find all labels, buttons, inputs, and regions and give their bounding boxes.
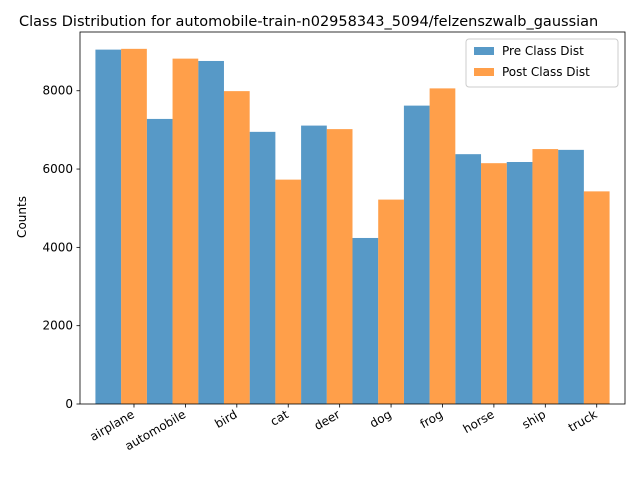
bar-pre-automobile	[146, 118, 173, 404]
bar-pre-deer	[301, 125, 327, 404]
bar-pre-bird	[198, 60, 224, 405]
x-tick-label-bird: bird	[212, 407, 239, 431]
legend-label: Post Class Dist	[502, 65, 590, 79]
bar-post-airplane	[121, 48, 147, 405]
plot-area	[79, 31, 626, 405]
x-tick-label-deer: deer	[312, 407, 343, 433]
bar-post-deer	[326, 129, 353, 404]
bar-post-horse	[481, 163, 507, 404]
bar-pre-frog	[403, 105, 430, 404]
x-tick-label-cat: cat	[268, 407, 291, 429]
y-tick-label: 0	[65, 397, 73, 411]
bar-pre-truck	[558, 149, 584, 404]
y-axis-label: Counts	[15, 196, 29, 238]
y-tick-label: 6000	[42, 162, 73, 176]
bar-post-truck	[583, 191, 610, 404]
x-tick-label-dog: dog	[367, 407, 394, 430]
x-tick-label-ship: ship	[520, 407, 548, 432]
legend-box	[465, 38, 619, 88]
y-tick-label: 4000	[42, 240, 73, 254]
bar-pre-horse	[455, 154, 482, 404]
x-tick-label-truck: truck	[566, 407, 600, 435]
bar-post-ship	[532, 149, 559, 404]
bar-post-frog	[429, 88, 456, 405]
bar-pre-ship	[506, 162, 533, 404]
legend: Pre Class Dist Post Class Dist	[465, 38, 619, 88]
legend-swatch	[474, 47, 494, 55]
legend-label: Pre Class Dist	[502, 44, 584, 58]
x-tick-label-frog: frog	[418, 407, 446, 431]
bar-post-cat	[275, 179, 302, 404]
y-tick-label: 2000	[42, 319, 73, 333]
axes-frame	[79, 31, 626, 405]
bar-post-automobile	[172, 58, 199, 404]
bar-pre-cat	[249, 131, 276, 404]
bar-pre-dog	[352, 237, 379, 404]
x-tick-label-horse: horse	[461, 407, 497, 436]
chart-title: Class Distribution for automobile-train-…	[19, 14, 598, 30]
legend-swatch	[474, 68, 494, 76]
bar-pre-airplane	[95, 49, 122, 404]
y-tick-label: 8000	[42, 84, 73, 98]
bar-post-bird	[223, 91, 250, 404]
bar-post-dog	[378, 199, 404, 404]
